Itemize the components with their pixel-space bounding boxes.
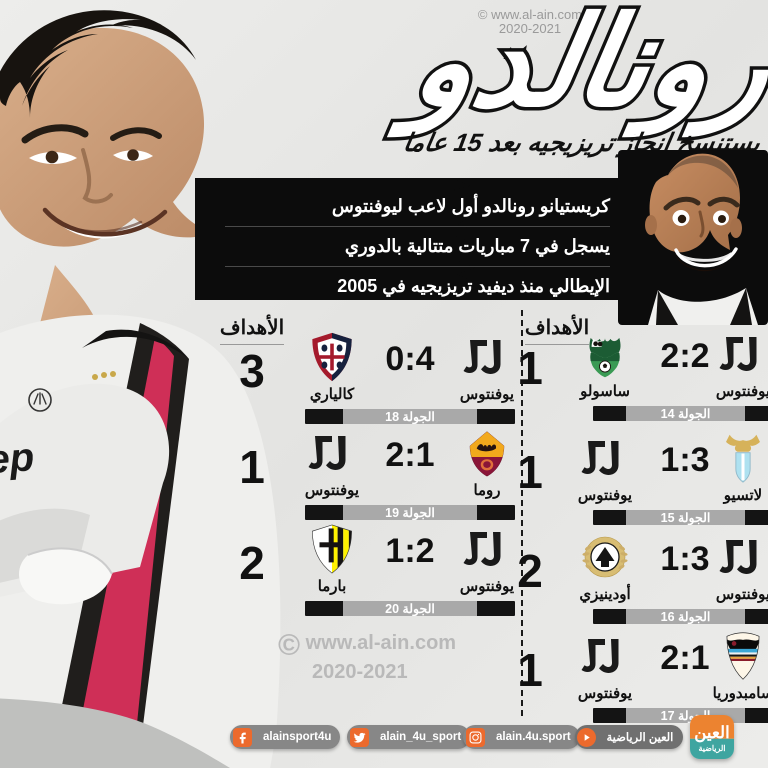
svg-text:الرياضية: الرياضية	[699, 744, 726, 754]
svg-text:العين: العين	[694, 723, 730, 743]
